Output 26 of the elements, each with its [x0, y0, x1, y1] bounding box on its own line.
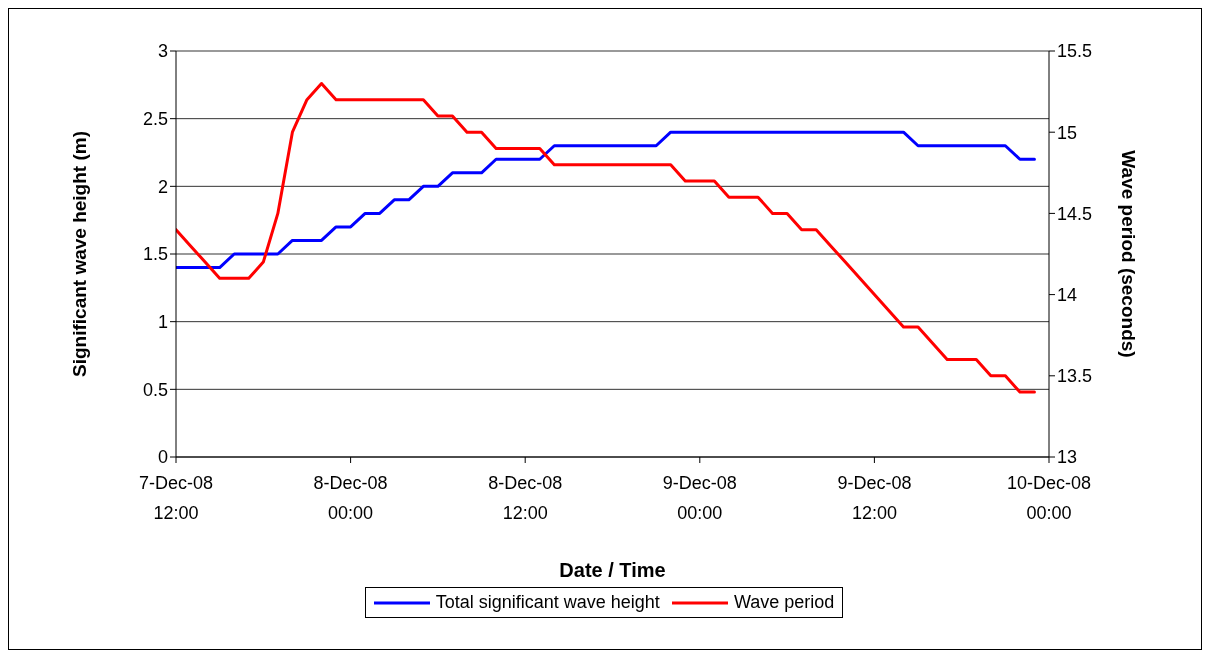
y2-tick-label: 14.5: [1057, 203, 1093, 224]
x-tick-label: 7-Dec-08 12:00: [138, 473, 214, 523]
y2-tick-label: 13: [1057, 447, 1078, 468]
y2-tick-label: 13.5: [1057, 366, 1093, 387]
y-tick-label: 1.5: [142, 244, 168, 265]
y-tick-label: 2: [157, 176, 168, 197]
line-series: [176, 81, 1036, 394]
y2-tick-label: 15: [1057, 122, 1078, 143]
x-tick-label: 8-Dec-08 12:00: [488, 473, 563, 523]
y2-axis-title: Wave period (seconds): [1118, 150, 1140, 358]
x-axis-title: Date / Time: [559, 559, 666, 581]
y-tick-label: 0: [157, 447, 168, 468]
y-tick-label: 3: [157, 41, 168, 62]
y2-tick-label: 15.5: [1057, 41, 1093, 62]
y-tick-label: 1: [157, 312, 168, 333]
x-tick-label: 10-Dec-08 00:00: [1006, 473, 1092, 523]
x-tick-label: 9-Dec-08 00:00: [662, 473, 737, 523]
y-tick-label: 0.5: [142, 379, 168, 400]
legend-label: Total significant wave height: [435, 592, 660, 613]
legend-label: Wave period: [733, 592, 835, 613]
y-tick-label: 2.5: [142, 109, 168, 130]
y2-tick-label: 14: [1057, 284, 1078, 305]
line-series: [176, 130, 1036, 270]
y-axis-title: Significant wave height (m): [68, 131, 90, 377]
x-tick-label: 9-Dec-08 12:00: [837, 473, 912, 523]
x-tick-label: 8-Dec-08 00:00: [313, 473, 388, 523]
